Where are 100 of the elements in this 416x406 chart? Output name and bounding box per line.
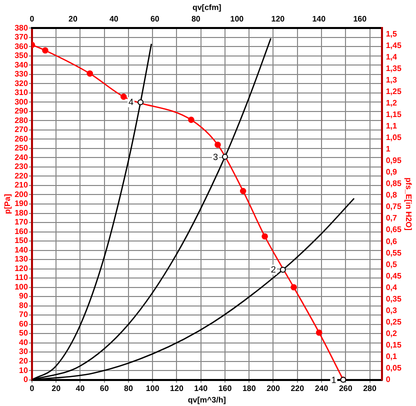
y-tick-label: 360 <box>14 42 28 51</box>
y-tick-label: 190 <box>14 199 28 208</box>
x-tick-label: 0 <box>30 384 35 393</box>
y-tick-label: 110 <box>15 273 28 282</box>
y2-tick-label: 0,55 <box>386 248 402 258</box>
y-tick-label: 370 <box>14 32 28 42</box>
x-tick-label: 180 <box>242 384 256 393</box>
x-tick-label: 160 <box>218 384 232 393</box>
x-tick-label: 140 <box>194 384 208 393</box>
y2-tick-label: 0,75 <box>386 202 402 212</box>
y2-tick-label: 0,25 <box>386 317 402 326</box>
y-tick-label: 100 <box>14 282 28 292</box>
y-tick-label: 80 <box>19 300 28 310</box>
x-tick-label: 200 <box>266 384 280 393</box>
point <box>222 154 228 160</box>
y2-tick-label: 1 <box>386 144 391 154</box>
y2-tick-label: 0,3 <box>386 306 398 315</box>
point <box>262 233 268 240</box>
x-tick-label: 120 <box>170 384 184 393</box>
y-tick-label: 380 <box>14 23 28 32</box>
x-tick-label: 260 <box>338 384 353 393</box>
y-tick-label: 300 <box>14 97 28 106</box>
y-tick-label: 50 <box>19 328 28 338</box>
y-tick-label: 10 <box>19 366 28 375</box>
y-axis-title: p[Pa] <box>3 194 12 214</box>
y2-tick-label: 1,15 <box>386 110 402 120</box>
x-tick-label: 220 <box>290 384 305 393</box>
x-tick-label: 60 <box>100 384 110 393</box>
x-tick-label: 20 <box>52 384 62 393</box>
y-tick-label: 320 <box>14 78 28 88</box>
annotation: 2 <box>270 264 276 275</box>
y2-tick-label: 0,5 <box>386 260 398 269</box>
x2-axis-title: qv[cfm] <box>192 3 222 12</box>
y-tick-label: 250 <box>14 144 28 153</box>
y2-tick-label: 1,2 <box>386 98 398 108</box>
x2-tick-label: 140 <box>312 14 326 24</box>
y2-tick-label: 1,25 <box>386 86 402 96</box>
x2-tick-label: 40 <box>109 14 119 24</box>
y2-tick-label: 0,1 <box>386 352 398 361</box>
annotation: 4 <box>128 97 134 108</box>
y2-axis-title: pfs_E[in H2O] <box>404 178 413 231</box>
x2-tick-label: 120 <box>271 14 286 24</box>
y2-tick-label: 0,8 <box>386 190 398 200</box>
y2-tick-label: 1,35 <box>386 64 402 73</box>
y-tick-label: 330 <box>14 70 28 79</box>
y-tick-label: 90 <box>19 292 28 301</box>
y-tick-label: 160 <box>14 226 28 236</box>
y-tick-label: 40 <box>19 338 28 347</box>
y-tick-label: 350 <box>14 51 28 60</box>
y2-tick-label: 0,45 <box>386 271 402 280</box>
y2-tick-label: 0,05 <box>386 363 402 372</box>
y2-tick-label: 0,9 <box>386 168 398 177</box>
point <box>120 94 127 100</box>
x2-tick-label: 160 <box>353 14 368 24</box>
y-tick-label: 30 <box>19 347 28 356</box>
y-tick-label: 150 <box>14 236 28 246</box>
y2-tick-label: 0 <box>386 375 391 384</box>
point <box>316 329 322 336</box>
point <box>42 47 48 54</box>
y2-tick-label: 0,6 <box>386 236 398 246</box>
y2-tick-label: 0,15 <box>386 340 402 350</box>
y2-tick-label: 0,65 <box>386 225 402 234</box>
y-tick-label: 310 <box>14 88 28 98</box>
x-tick-label: 40 <box>76 384 86 393</box>
annotation: 1 <box>331 374 336 385</box>
y-tick-label: 130 <box>14 254 28 264</box>
y-tick-label: 60 <box>19 319 28 328</box>
y2-tick-label: 1,05 <box>386 133 402 142</box>
y-tick-label: 270 <box>14 125 28 134</box>
y2-tick-label: 0,4 <box>386 282 398 292</box>
y2-tick-label: 1,5 <box>386 29 398 38</box>
y-tick-label: 340 <box>14 60 28 70</box>
y2-tick-label: 0,2 <box>386 328 398 338</box>
y-tick-label: 230 <box>14 162 28 172</box>
x2-tick-label: 0 <box>30 14 35 24</box>
y2-tick-label: 0,35 <box>386 294 402 304</box>
y-tick-label: 180 <box>14 208 28 218</box>
y2-tick-label: 0,85 <box>386 179 402 188</box>
y-tick-label: 170 <box>14 218 28 227</box>
point <box>86 70 94 77</box>
y2-tick-label: 1,1 <box>386 122 398 131</box>
y2-tick-label: 1,4 <box>386 52 398 62</box>
x2-tick-label: 80 <box>191 14 201 24</box>
annotation: 3 <box>212 152 218 162</box>
y2-tick-label: 0,95 <box>386 156 402 166</box>
x-axis-title: qv[m^3/h] <box>188 395 226 404</box>
y2-tick-label: 1,3 <box>386 75 398 84</box>
y2-tick-label: 1,45 <box>386 40 402 50</box>
x-tick-label: 240 <box>314 384 329 393</box>
x-tick-label: 280 <box>363 384 377 393</box>
y-tick-label: 120 <box>14 264 28 273</box>
point <box>280 266 286 273</box>
y-tick-label: 200 <box>14 190 28 199</box>
y-tick-label: 280 <box>14 116 28 125</box>
point <box>240 188 246 194</box>
y-tick-label: 290 <box>14 106 28 116</box>
point <box>138 99 144 106</box>
y-tick-label: 220 <box>14 171 28 180</box>
x2-tick-label: 20 <box>68 14 78 24</box>
y-tick-label: 0 <box>23 375 28 384</box>
